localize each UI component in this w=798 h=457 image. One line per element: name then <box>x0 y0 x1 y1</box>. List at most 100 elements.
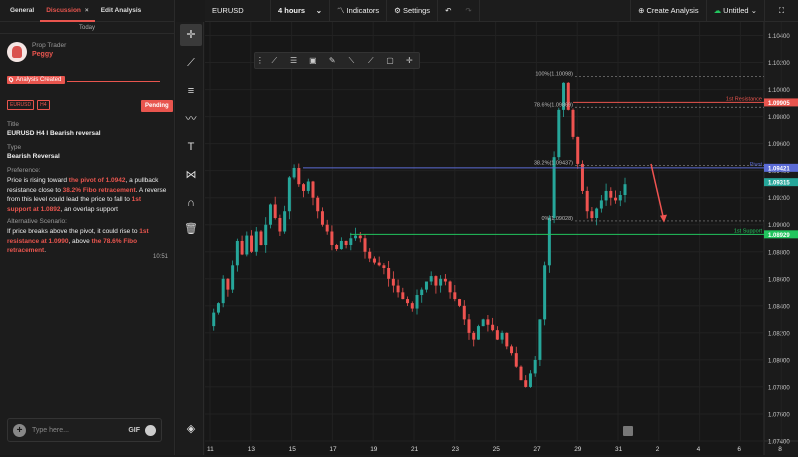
fib-retracement-icon[interactable]: ≡ <box>187 85 195 97</box>
select-tool-icon[interactable]: ▢ <box>386 56 394 65</box>
candle-body <box>476 326 480 340</box>
emoji-icon[interactable] <box>145 424 156 436</box>
candle-body <box>599 200 603 209</box>
user-name[interactable]: Peggy <box>32 51 54 58</box>
fib-level-label: 100%(1.10098) <box>535 71 573 77</box>
create-analysis-label: Create Analysis <box>646 5 699 15</box>
user-info: Prop Trader Peggy <box>7 42 66 62</box>
brush-tool-icon[interactable]: ⟋ <box>367 55 374 65</box>
candle-body <box>245 235 249 255</box>
add-icon[interactable]: + <box>13 423 26 437</box>
avatar[interactable] <box>7 42 27 62</box>
chart-canvas[interactable]: 1.10400 1.10200 1.10000 1.09800 1.09600 1.094… <box>205 22 798 455</box>
price-chart[interactable]: 1.10400 1.10200 1.10000 1.09800 1.09600 1.094… <box>205 22 798 455</box>
candle-body <box>604 190 608 201</box>
title-label: Title <box>7 121 20 128</box>
candle-body <box>325 224 329 232</box>
price-tick-label: 1.09000 <box>768 223 790 229</box>
candle-body <box>486 319 490 325</box>
trash-icon[interactable]: 🗑 <box>184 223 198 235</box>
candle-body <box>212 312 216 327</box>
tag-timeframe[interactable]: H4 <box>37 100 50 110</box>
cloud-icon: ☁ <box>713 5 722 15</box>
tag-symbol[interactable]: EURUSD <box>7 100 35 110</box>
indicators-button[interactable]: 〽 Indicators <box>330 0 388 22</box>
candle-body <box>344 240 348 246</box>
candle-body <box>472 332 476 340</box>
fullscreen-icon[interactable]: ⛶ <box>778 5 785 15</box>
time-tick-label: 29 <box>574 446 582 453</box>
plus-circle-icon: ⊕ <box>638 5 645 15</box>
line-tool-icon[interactable]: ⟋ <box>271 55 278 65</box>
trendline-icon[interactable]: ⟋ <box>187 57 195 69</box>
layout-name: Untitled <box>723 5 749 15</box>
candle-body <box>557 109 561 158</box>
time-tick-label: 27 <box>533 446 541 453</box>
ruler-tool-icon[interactable]: ⟍ <box>348 55 355 65</box>
crosshair-icon[interactable]: ✛ <box>180 24 202 46</box>
tab-general[interactable]: General <box>10 6 35 14</box>
price-tick-label: 1.10400 <box>768 34 790 40</box>
cross-tool-icon[interactable]: ✛ <box>406 56 413 65</box>
candle-body <box>519 366 523 381</box>
candle-body <box>458 299 462 306</box>
candle-body <box>453 292 457 300</box>
time-tick-label: 31 <box>615 446 623 453</box>
discussion-panel: General Discussion × Edit Analysis Today … <box>0 0 175 455</box>
candle-body <box>510 346 514 354</box>
settings-button[interactable]: ⚙ Settings <box>387 0 439 22</box>
analysis-created-label: Analysis Created <box>7 76 66 84</box>
undo-icon[interactable]: ↶ <box>445 5 452 15</box>
candle-body <box>614 197 618 201</box>
gif-button[interactable]: GIF <box>128 426 140 434</box>
candle-body <box>491 324 495 331</box>
layout-select[interactable]: ☁ Untitled ⌄ <box>707 0 765 22</box>
drag-handle-icon[interactable]: ⋮ <box>255 56 264 65</box>
price-tick-label: 1.07400 <box>768 440 790 446</box>
fib-level-label: 38.2%(1.09437) <box>534 161 573 167</box>
time-tick-label: 11 <box>207 446 214 453</box>
close-icon[interactable]: × <box>84 6 89 14</box>
candle-body <box>462 305 466 320</box>
pattern-icon[interactable]: ⋈ <box>185 169 197 181</box>
symbol-search[interactable]: EURUSD <box>205 0 271 22</box>
time-tick-label: 4 <box>697 446 701 453</box>
candle-body <box>372 258 376 263</box>
fill-tool-icon[interactable]: ▣ <box>309 56 317 65</box>
time-tick-label: 6 <box>737 446 741 453</box>
candle-body <box>330 231 334 246</box>
timeframe-select[interactable]: 4 hours ⌄ <box>271 0 330 22</box>
candle-body <box>273 204 277 218</box>
candle-body <box>382 265 386 268</box>
redo-icon[interactable]: ↷ <box>458 0 480 22</box>
create-analysis-button[interactable]: ⊕ Create Analysis <box>630 0 707 22</box>
tab-discussion[interactable]: Discussion × <box>40 0 95 22</box>
level-price-label: 1.09421 <box>768 166 790 172</box>
chevron-down-icon: ⌄ <box>315 5 322 15</box>
magnet-icon[interactable]: ∩ <box>187 197 195 209</box>
fib-tool-icon[interactable]: ☰ <box>290 56 298 65</box>
candle-body <box>448 281 452 293</box>
candle-body <box>443 278 447 282</box>
pen-tool-icon[interactable]: ✎ <box>328 56 336 65</box>
price-tick-label: 1.10200 <box>768 61 790 67</box>
status-badge: Pending <box>141 100 173 112</box>
divider <box>67 81 160 82</box>
candle-body <box>410 303 414 309</box>
candle-body <box>481 319 485 327</box>
settings-label: Settings <box>402 5 431 15</box>
brush-icon[interactable]: 〰 <box>185 113 197 125</box>
title-value: EURUSD H4 I Bearish reversal <box>7 130 101 137</box>
candle-body <box>316 197 320 212</box>
text-icon[interactable]: T <box>187 141 195 153</box>
drawing-tools: ✛ ⟋ ≡ 〰 T ⋈ ∩ 🗑 ◈ <box>176 22 204 455</box>
message-input[interactable]: Type here... <box>32 426 69 434</box>
candle-body <box>349 238 353 246</box>
candle-body <box>538 319 542 360</box>
time-tick-label: 15 <box>289 446 297 453</box>
tab-edit-analysis[interactable]: Edit Analysis <box>100 6 142 14</box>
layers-icon[interactable]: ◈ <box>186 423 196 435</box>
user-title: Prop Trader <box>32 42 67 49</box>
candle-body <box>354 235 358 239</box>
candle-body <box>377 262 381 266</box>
